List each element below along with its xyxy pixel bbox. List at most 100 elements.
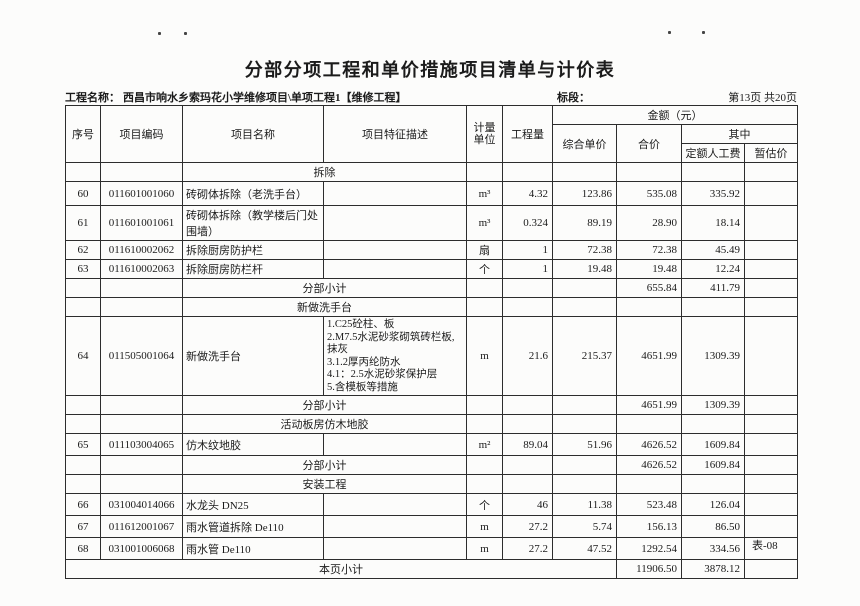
page-number-info: 第13页 共20页 <box>728 92 797 104</box>
col-header-total-price: 合价 <box>616 124 682 163</box>
cell-empty <box>502 414 553 434</box>
cell-prov <box>744 433 798 456</box>
cell-qty: 0.324 <box>502 205 553 241</box>
cell-empty <box>744 278 798 298</box>
doc-meta-row: 工程名称： 西昌市响水乡索玛花小学维修项目\单项工程1【维修工程】 标段： 第1… <box>65 89 797 105</box>
scan-speck <box>184 32 187 35</box>
table-row: 62 011610002062 拆除厨房防护栏 扇 1 72.38 72.38 … <box>65 240 798 260</box>
cell-empty <box>502 474 553 494</box>
cell-empty <box>100 278 183 298</box>
cell-price: 5.74 <box>552 515 617 538</box>
cell-labor: 12.24 <box>681 259 745 279</box>
cell-total: 156.13 <box>616 515 682 538</box>
cell-empty <box>65 474 101 494</box>
cell-name: 雨水管 De110 <box>182 537 324 560</box>
cell-name: 砖砌体拆除（教学楼后门处围墙） <box>182 205 324 241</box>
cell-total: 4651.99 <box>616 316 682 396</box>
cell-empty <box>744 474 798 494</box>
cell-empty <box>681 414 745 434</box>
page-total-row: 本页小计 11906.50 3878.12 <box>65 559 798 579</box>
section-label: 新做洗手台 <box>182 297 467 317</box>
col-header-feature: 项目特征描述 <box>323 105 467 163</box>
cell-empty <box>65 414 101 434</box>
cell-unit: 个 <box>466 493 503 516</box>
cell-empty <box>502 162 553 182</box>
cell-empty <box>744 414 798 434</box>
cell-qty: 27.2 <box>502 537 553 560</box>
cell-feature <box>323 240 467 260</box>
table-row: 68 031001006068 雨水管 De110 m 27.2 47.52 1… <box>65 537 798 560</box>
cell-code: 011601001061 <box>100 205 183 241</box>
cell-code: 011601001060 <box>100 181 183 206</box>
cell-empty <box>616 297 682 317</box>
cell-unit: m <box>466 537 503 560</box>
cell-empty <box>100 395 183 415</box>
cell-empty <box>466 474 503 494</box>
cell-feature <box>323 205 467 241</box>
cell-price: 51.96 <box>552 433 617 456</box>
cell-empty <box>552 455 617 475</box>
cell-empty <box>65 297 101 317</box>
cell-total: 1292.54 <box>616 537 682 560</box>
cell-empty <box>502 278 553 298</box>
cell-empty <box>100 162 183 182</box>
table-row: 61 011601001061 砖砌体拆除（教学楼后门处围墙） m³ 0.324… <box>65 205 798 241</box>
cell-price: 123.86 <box>552 181 617 206</box>
col-header-qty: 工程量 <box>502 105 553 163</box>
cell-empty <box>100 455 183 475</box>
col-header-unit: 计量 单位 <box>466 105 503 163</box>
cell-unit: m³ <box>466 181 503 206</box>
cell-labor: 45.49 <box>681 240 745 260</box>
cell-labor: 334.56 <box>681 537 745 560</box>
cell-code: 011610002063 <box>100 259 183 279</box>
cell-name: 拆除厨房防护栏 <box>182 240 324 260</box>
cell-empty <box>744 559 798 579</box>
cell-qty: 89.04 <box>502 433 553 456</box>
cell-labor: 1309.39 <box>681 395 745 415</box>
subtotal-row: 分部小计 655.84 411.79 <box>65 278 798 298</box>
cell-labor: 18.14 <box>681 205 745 241</box>
cell-seq: 60 <box>65 181 101 206</box>
cell-seq: 61 <box>65 205 101 241</box>
cell-seq: 68 <box>65 537 101 560</box>
cell-name: 拆除厨房防栏杆 <box>182 259 324 279</box>
cell-empty <box>681 297 745 317</box>
cell-feature <box>323 515 467 538</box>
cell-name: 砖砌体拆除（老洗手台） <box>182 181 324 206</box>
scan-speck <box>702 31 705 34</box>
table-row: 63 011610002063 拆除厨房防栏杆 个 1 19.48 19.48 … <box>65 259 798 279</box>
cell-total: 655.84 <box>616 278 682 298</box>
cell-empty <box>744 395 798 415</box>
cell-labor: 1609.84 <box>681 455 745 475</box>
cell-total: 28.90 <box>616 205 682 241</box>
table-row: 67 011612001067 雨水管道拆除 De110 m 27.2 5.74… <box>65 515 798 538</box>
cell-feature <box>323 181 467 206</box>
cell-seq: 63 <box>65 259 101 279</box>
table-row: 66 031004014066 水龙头 DN25 个 46 11.38 523.… <box>65 493 798 516</box>
doc-title: 分部分项工程和单价措施项目清单与计价表 <box>244 60 616 80</box>
cell-feature <box>323 259 467 279</box>
cell-empty <box>65 455 101 475</box>
cell-feature <box>323 433 467 456</box>
cell-seq: 67 <box>65 515 101 538</box>
cell-total: 535.08 <box>616 181 682 206</box>
cell-name: 雨水管道拆除 De110 <box>182 515 324 538</box>
cell-empty <box>502 455 553 475</box>
cell-empty <box>466 414 503 434</box>
cell-empty <box>616 474 682 494</box>
page-total-label: 本页小计 <box>65 559 617 579</box>
cell-qty: 21.6 <box>502 316 553 396</box>
cell-empty <box>552 297 617 317</box>
cell-prov <box>744 181 798 206</box>
cell-unit: 扇 <box>466 240 503 260</box>
cell-empty <box>552 474 617 494</box>
cell-empty <box>552 278 617 298</box>
cell-price: 89.19 <box>552 205 617 241</box>
cell-prov <box>744 240 798 260</box>
cell-empty <box>466 297 503 317</box>
cell-empty <box>681 474 745 494</box>
cell-code: 011103004065 <box>100 433 183 456</box>
table-row: 65 011103004065 仿木纹地胶 m² 89.04 51.96 462… <box>65 433 798 456</box>
cell-price: 11.38 <box>552 493 617 516</box>
section-label: 活动板房仿木地胶 <box>182 414 467 434</box>
